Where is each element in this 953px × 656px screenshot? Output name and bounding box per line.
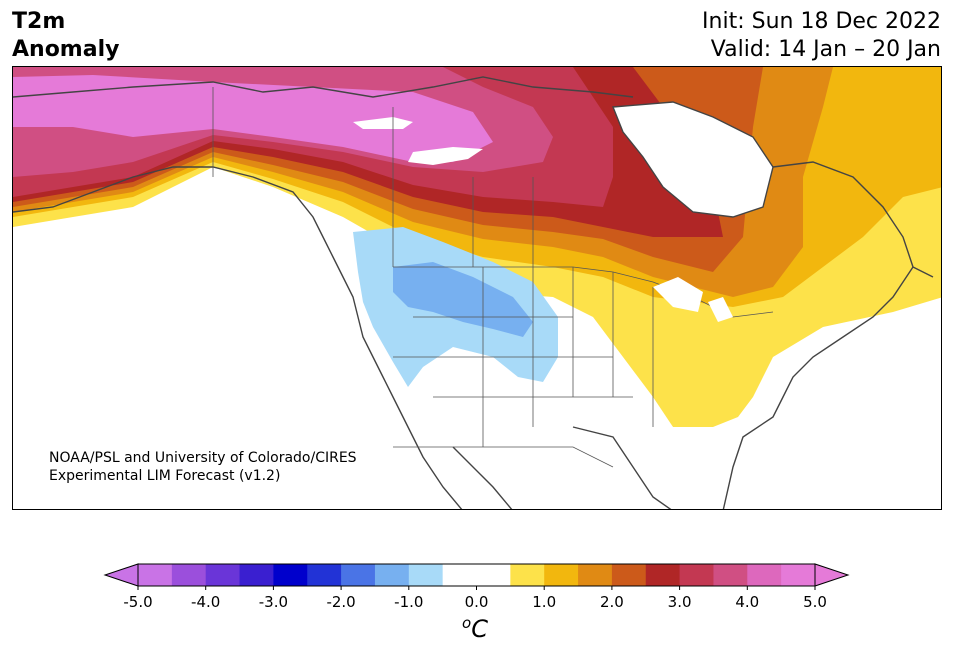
colorbar-unit: oC <box>462 614 488 643</box>
colorbar-segment <box>273 564 308 586</box>
colorbar-segment <box>611 564 647 586</box>
cool-band-1.0 <box>393 262 533 337</box>
colorbar-extend-min <box>103 563 139 587</box>
title-line1: T2m <box>12 9 66 34</box>
colorbar-tick-label: 4.0 <box>735 593 759 611</box>
credit-line1: NOAA/PSL and University of Colorado/CIRE… <box>49 450 357 466</box>
map-title: T2m Anomaly <box>12 8 119 64</box>
credit-line2: Experimental LIM Forecast (v1.2) <box>49 468 281 484</box>
colorbar-tick-label: 3.0 <box>668 593 692 611</box>
colorbar-segment <box>171 564 207 586</box>
colorbar-segment <box>510 564 545 586</box>
colorbar-tick-label: -3.0 <box>259 593 288 611</box>
hudson-bay <box>613 102 773 217</box>
coastlines <box>13 76 934 509</box>
colorbar-segment <box>679 564 714 586</box>
arctic-lake-2 <box>408 147 483 165</box>
init-date: Init: Sun 18 Dec 2022 <box>702 9 941 34</box>
title-line2: Anomaly <box>12 37 120 62</box>
colorbar-tick-label: -1.0 <box>394 593 423 611</box>
colorbar-segment <box>442 564 477 586</box>
anomaly-map <box>12 66 942 510</box>
colorbar-segment <box>476 564 511 586</box>
forecast-dates: Init: Sun 18 Dec 2022 Valid: 14 Jan – 20… <box>702 8 941 64</box>
colorbar: -5.0 -4.0 -3.0 -2.0 -1.0 0.0 1.0 2.0 3.0 4.0 5.0 <box>103 563 850 611</box>
colorbar-tick-label: -4.0 <box>191 593 220 611</box>
colorbar-tick-label: 5.0 <box>803 593 827 611</box>
colorbar-segment <box>408 564 444 586</box>
colorbar-segment <box>747 564 782 586</box>
colorbar-tick-label: 1.0 <box>532 593 556 611</box>
credit-text: NOAA/PSL and University of Colorado/CIRE… <box>49 449 357 485</box>
colorbar-segment <box>341 564 376 586</box>
colorbar-tick-label: -2.0 <box>326 593 355 611</box>
colorbar-segment <box>239 564 274 586</box>
colorbar-segment <box>205 564 241 586</box>
great-lakes <box>653 277 733 322</box>
colorbar-segment <box>138 564 173 586</box>
colorbar-extend-max <box>814 563 850 587</box>
colorbar-segment <box>307 564 342 586</box>
colorbar-segment <box>578 564 613 586</box>
colorbar-segment <box>713 564 748 586</box>
valid-date: Valid: 14 Jan – 20 Jan <box>710 37 941 62</box>
colorbar-tick-label: 2.0 <box>600 593 624 611</box>
colorbar-segment <box>645 564 681 586</box>
arctic-lake-1 <box>353 117 413 129</box>
colorbar-segment <box>544 564 579 586</box>
colorbar-segment <box>374 564 410 586</box>
neutral-south <box>383 397 713 509</box>
map-canvas <box>13 67 941 509</box>
colorbar-tick-label: 0.0 <box>465 593 489 611</box>
colorbar-segment <box>781 564 816 586</box>
colorbar-tick-label: -5.0 <box>123 593 152 611</box>
